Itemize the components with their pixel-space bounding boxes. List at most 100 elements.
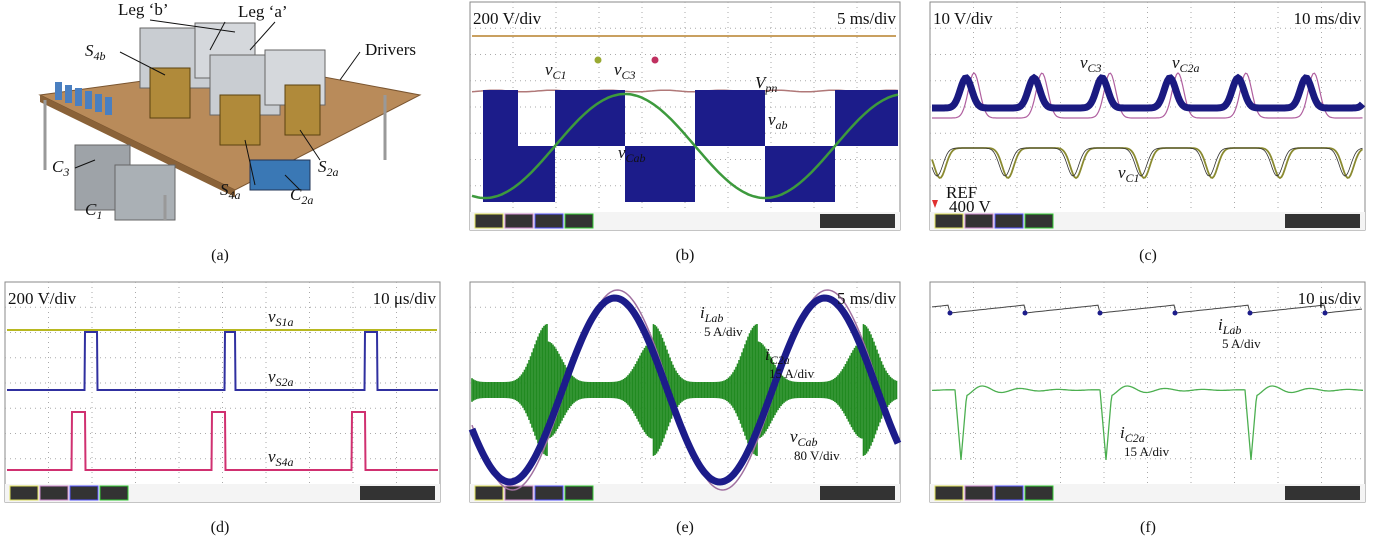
label-symbol: C (85, 200, 97, 219)
status-box (1024, 485, 1054, 501)
status-box (564, 485, 594, 501)
leader (209, 21, 226, 51)
waveform (7, 331, 438, 391)
label: S2a (318, 157, 339, 179)
status-box (1285, 214, 1360, 228)
label-subscript: Cab (626, 151, 646, 165)
label: vC1 (1118, 163, 1140, 185)
scale-right: 10 ms/div (1293, 9, 1361, 28)
leader (284, 174, 301, 191)
label-text: 400 V (949, 197, 991, 216)
small-capacitor (65, 85, 72, 103)
label: vCab (790, 427, 818, 449)
status-box (504, 213, 534, 229)
driver-pcb (219, 94, 261, 146)
status-box (820, 486, 895, 500)
label-symbol: C (52, 157, 64, 176)
label-symbol: S (220, 180, 229, 199)
label-symbol: v (1080, 53, 1088, 72)
board-edge (40, 95, 235, 197)
label: REF (946, 183, 977, 202)
label-unit: 15 A/div (1124, 444, 1170, 459)
label: S4a (220, 180, 241, 202)
capacitor (249, 159, 311, 191)
label-symbol: v (618, 143, 626, 162)
status-box (360, 486, 435, 500)
label-unit: 5 A/div (1222, 336, 1261, 351)
status-box (994, 213, 1024, 229)
leader (249, 21, 276, 51)
waveform (471, 92, 899, 200)
leader (119, 51, 166, 76)
caption: (f) (1140, 519, 1156, 536)
label-symbol: v (545, 60, 553, 79)
label-symbol: i (700, 303, 705, 322)
waveform (931, 147, 1364, 180)
status-box (474, 213, 504, 229)
label-subscript: Lab (1222, 323, 1242, 337)
status-box (69, 485, 99, 501)
label-symbol: v (268, 367, 276, 386)
label-subscript: S4a (276, 455, 294, 469)
small-capacitor (105, 97, 112, 115)
scale-right: 5 ms/div (837, 9, 897, 28)
status-box (964, 485, 994, 501)
driver-pcb (284, 84, 321, 136)
status-box (1285, 486, 1360, 500)
label-subscript: C2a (1180, 61, 1200, 75)
label-text: Leg ‘b’ (118, 0, 169, 19)
status-box (564, 213, 594, 229)
label: vS2a (268, 367, 294, 389)
label-symbol: i (765, 345, 770, 364)
label-subscript: C3 (1088, 61, 1102, 75)
switched-voltage (695, 90, 765, 146)
label-symbol: S (318, 157, 327, 176)
small-capacitor (85, 91, 92, 109)
label-subscript: S1a (276, 315, 294, 329)
label: C1 (85, 200, 102, 222)
label-symbol: v (268, 447, 276, 466)
leader (339, 51, 361, 81)
label: C3 (52, 157, 69, 179)
caption: (a) (211, 247, 229, 264)
scale-left: 200 V/div (8, 289, 77, 308)
leader (74, 159, 96, 169)
label-subscript: pn (764, 81, 777, 95)
label-symbol: v (1172, 53, 1180, 72)
status-box (1024, 213, 1054, 229)
small-capacitor (55, 82, 62, 100)
status-box (964, 213, 994, 229)
label-symbol: v (1118, 163, 1126, 182)
label-symbol: v (614, 60, 622, 79)
caption: (d) (211, 519, 230, 536)
label: S4b (85, 41, 106, 63)
label-subscript: ab (776, 118, 788, 132)
marker (651, 56, 659, 64)
marker (1022, 310, 1028, 316)
label-subscript: 3 (62, 165, 69, 179)
label: iC2a (1120, 423, 1145, 445)
marker (1172, 310, 1178, 316)
status-box (934, 485, 964, 501)
status-box (99, 485, 129, 501)
marker (1097, 310, 1103, 316)
status-box (820, 214, 895, 228)
switched-voltage (483, 146, 555, 202)
waveform (932, 72, 1363, 119)
waveform (7, 411, 438, 471)
waveform (932, 73, 1366, 112)
waveform (471, 89, 899, 93)
small-capacitor (95, 94, 102, 112)
label-text: REF (946, 183, 977, 202)
label: Vpn (755, 73, 777, 95)
scale-right: 10 μs/div (1298, 289, 1362, 308)
label-symbol: v (790, 427, 798, 446)
label: Leg ‘b’ (118, 0, 169, 19)
label: vC3 (1080, 53, 1102, 75)
status-box (9, 485, 39, 501)
label-text: Leg ‘a’ (238, 2, 288, 21)
label-subscript: C1 (1126, 171, 1140, 185)
label: C2a (290, 185, 313, 207)
label: iLab (1218, 315, 1241, 337)
label: vS4a (268, 447, 294, 469)
